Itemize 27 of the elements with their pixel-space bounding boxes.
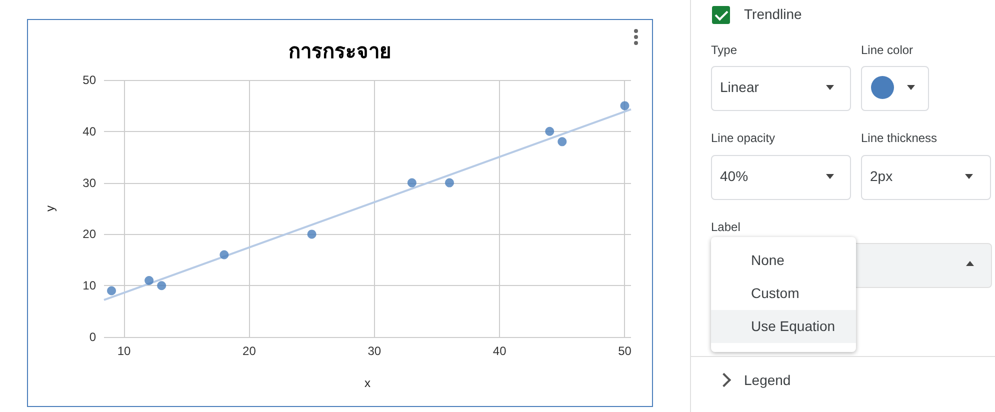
text: Linear — [720, 79, 759, 95]
text: Custom — [751, 285, 800, 301]
text: Label — [711, 220, 740, 234]
x-tick-label: 50 — [618, 344, 632, 358]
y-tick-label: 10 — [82, 278, 96, 293]
x-tick-label: 40 — [492, 344, 507, 358]
x-tick-label: 30 — [368, 344, 382, 358]
chart-title: การกระจาย — [288, 39, 392, 63]
text: Line thickness — [861, 131, 938, 145]
x-tick-label: 10 — [117, 344, 132, 358]
y-tick-label: 40 — [82, 124, 96, 138]
y-axis-title: y — [43, 206, 57, 212]
text: Type — [711, 43, 738, 57]
y-tick-label: 20 — [82, 227, 96, 242]
x-tick-label: 20 — [242, 344, 256, 358]
x-axis-title: x — [364, 376, 370, 390]
text: Use Equation — [751, 318, 836, 334]
text: Line color — [861, 43, 914, 57]
y-tick-label: 30 — [82, 176, 96, 190]
text: None — [751, 252, 784, 268]
text: 2px — [870, 168, 893, 184]
y-tick-label: 50 — [82, 73, 96, 87]
y-tick-label: 0 — [89, 330, 96, 344]
text: Trendline — [744, 6, 802, 22]
text: 40% — [720, 168, 748, 184]
text: Line opacity — [711, 131, 776, 145]
text: Legend — [744, 372, 791, 388]
